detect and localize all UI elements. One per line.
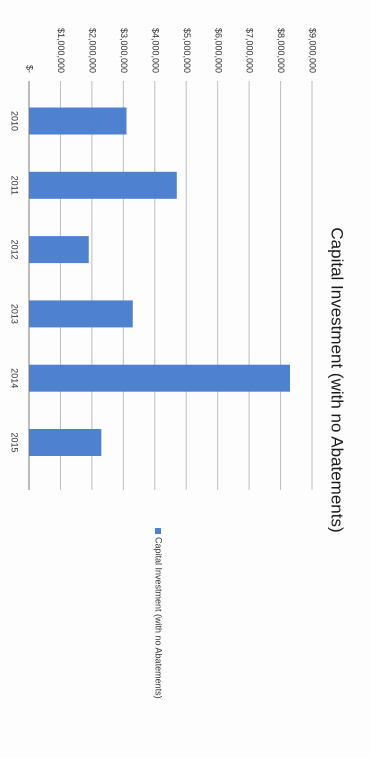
bar-2014	[29, 364, 290, 392]
bar-2015	[29, 429, 102, 456]
value-axis-tick-labels: $- $1,000,000 $2,000,000 $3,000,000 $4,000,0…	[25, 28, 318, 73]
category-label-2014: 2014	[10, 368, 20, 388]
legend: Capital Investment (with no Abatements)	[154, 528, 164, 699]
category-label-2015: 2015	[10, 432, 20, 452]
legend-label: Capital Investment (with no Abatements)	[154, 537, 164, 699]
category-axis-labels: 2010 2011 2012 2013 2014 2015	[10, 111, 20, 453]
category-label-2013: 2013	[10, 304, 20, 324]
value-tick-label: $6,000,000	[213, 28, 223, 73]
category-label-2010: 2010	[10, 111, 20, 131]
bar-2010	[29, 107, 127, 135]
value-tick-label: $-	[25, 65, 35, 73]
gridlines	[59, 81, 313, 490]
legend-swatch	[155, 528, 161, 534]
category-label-2012: 2012	[10, 240, 20, 260]
chart-title: Capital Investment (with no Abatements)	[328, 227, 347, 532]
value-tick-label: $7,000,000	[245, 28, 255, 73]
value-tick-label: $2,000,000	[88, 28, 98, 73]
bar-2011	[29, 171, 177, 199]
value-tick-label: $3,000,000	[119, 28, 129, 73]
value-tick-label: $4,000,000	[150, 28, 160, 73]
bar-2012	[29, 236, 89, 264]
category-label-2011: 2011	[10, 176, 20, 195]
value-tick-label: $1,000,000	[56, 28, 66, 73]
bar-2013	[29, 300, 133, 328]
value-tick-label: $5,000,000	[182, 28, 192, 73]
bars	[29, 107, 290, 456]
value-tick-label: $8,000,000	[276, 28, 286, 73]
value-tick-label: $9,000,000	[308, 28, 318, 73]
